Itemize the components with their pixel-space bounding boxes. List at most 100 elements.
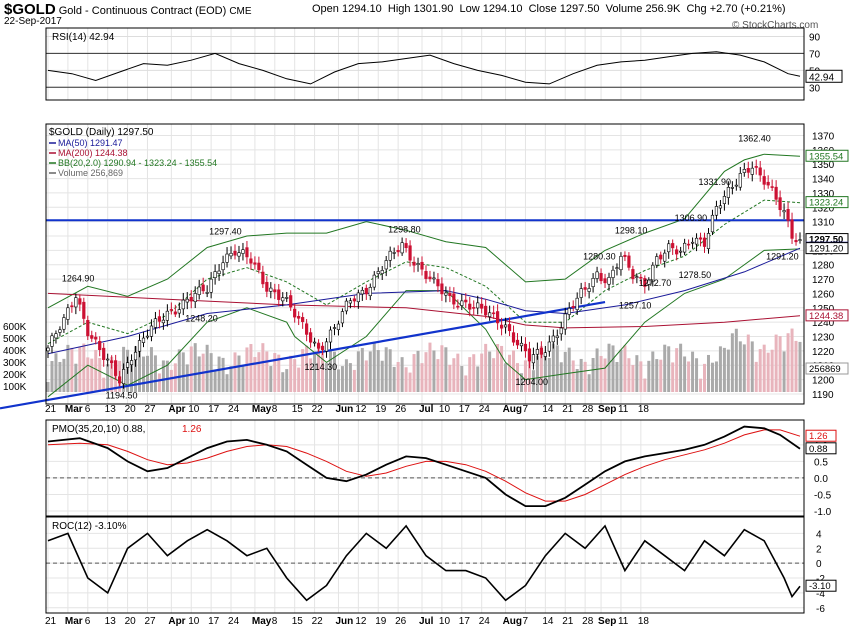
price-annotation: 1257.10	[619, 301, 652, 311]
volume-bar	[388, 349, 392, 392]
quote-change-key: Chg	[686, 3, 707, 15]
volume-bar	[500, 345, 504, 392]
volume-bar	[408, 372, 412, 392]
x-tick-label: 12	[355, 616, 367, 627]
candle-body	[368, 287, 372, 297]
candle-body	[440, 283, 444, 295]
volume-bar	[746, 334, 750, 392]
volume-bar	[671, 362, 675, 392]
pmo-tick-label: -0.5	[814, 490, 832, 501]
candle-body	[551, 335, 555, 343]
lines-layer	[0, 51, 804, 602]
volume-bar	[241, 365, 245, 392]
candle-body	[543, 352, 547, 357]
candle-body	[86, 320, 90, 337]
price-annotation: 1248.20	[185, 313, 218, 323]
candle-body	[675, 249, 679, 255]
candle-body	[583, 287, 587, 290]
candle-body	[480, 303, 484, 309]
volume-bar	[416, 350, 420, 392]
volume-tick-label: 400K	[3, 346, 27, 357]
volume-bar	[651, 351, 655, 392]
volume-bar	[567, 347, 571, 392]
candle-body	[436, 279, 440, 287]
candle-body	[400, 242, 404, 254]
candle-body	[189, 296, 193, 302]
panel-frame-roc	[45, 516, 805, 614]
x-tick-label: Sep	[598, 404, 616, 415]
x-tick-label: 7	[522, 616, 528, 627]
volume-bar	[579, 358, 583, 392]
price-annotation: 1272.70	[639, 278, 672, 288]
ticker-symbol: $GOLD	[4, 1, 56, 18]
volume-bar	[340, 366, 344, 392]
volume-bar	[328, 349, 332, 392]
x-tick-label: 21	[45, 616, 57, 627]
candle-body	[722, 196, 727, 204]
candle-body	[567, 307, 571, 315]
volume-bar	[619, 349, 623, 392]
volume-bar	[177, 349, 181, 392]
roc-tick-label: -4	[816, 589, 825, 600]
pmo-tick-label: 0.5	[814, 457, 828, 468]
candle-body	[515, 339, 520, 346]
candle-body	[627, 255, 631, 268]
volume-bar	[699, 378, 703, 392]
price-annotation: 1194.50	[106, 390, 138, 400]
volume-bar	[742, 344, 746, 392]
candle-body	[265, 281, 269, 292]
price-tick-label: 1370	[812, 131, 835, 142]
candle-body	[181, 299, 185, 310]
candle-body	[679, 250, 683, 253]
volume-bar	[321, 350, 325, 392]
x-tick-label: Jul	[419, 404, 434, 415]
candle-body	[591, 278, 595, 287]
volume-bar	[336, 369, 340, 392]
volume-bar	[468, 357, 472, 392]
x-tick-label: Mar	[65, 616, 83, 627]
x-tick-label: 13	[105, 404, 117, 415]
volume-bar	[607, 343, 611, 392]
volume-bar	[786, 333, 790, 392]
x-tick-label: 6	[85, 616, 91, 627]
candle-body	[173, 311, 177, 315]
rsi-tick-label: 90	[809, 32, 821, 43]
volume-bar	[738, 341, 742, 392]
candle-body	[639, 276, 643, 279]
candle-body	[376, 271, 380, 274]
x-tick-label: 28	[582, 616, 594, 627]
candle-body	[309, 332, 313, 343]
volume-bar	[360, 347, 364, 392]
volume-bar	[261, 343, 265, 392]
volume-bar	[543, 353, 547, 392]
quote-close-key: Close	[528, 3, 557, 15]
x-tick-label: 24	[479, 404, 491, 415]
volume-bar	[138, 342, 142, 392]
candle-body	[603, 278, 607, 284]
volume-bar	[277, 354, 281, 392]
volume-bar	[655, 359, 659, 392]
candle-body	[98, 341, 102, 351]
x-tick-label: Apr	[168, 616, 185, 627]
support-trendline	[0, 300, 606, 410]
x-tick-label: 21	[562, 616, 574, 627]
candle-body	[786, 209, 790, 221]
candle-body	[571, 306, 575, 308]
volume-bar	[734, 328, 738, 392]
price-tick-label: 1200	[812, 376, 835, 387]
volume-bar	[512, 350, 516, 392]
volume-bar	[181, 352, 185, 392]
candle-body	[137, 340, 142, 352]
price-tick-label: 1220	[812, 347, 835, 358]
candle-body	[424, 271, 428, 279]
candle-body	[798, 239, 802, 241]
volume-bar	[58, 361, 62, 392]
candle-body	[273, 289, 277, 293]
volume-bar	[539, 345, 543, 392]
candle-body	[575, 297, 579, 310]
chart-date: 22-Sep-2017	[4, 16, 62, 27]
volume-bar	[213, 369, 217, 392]
x-tick-label: Jul	[419, 616, 434, 627]
candle-body	[50, 335, 54, 347]
x-tick-label: 19	[375, 404, 387, 415]
